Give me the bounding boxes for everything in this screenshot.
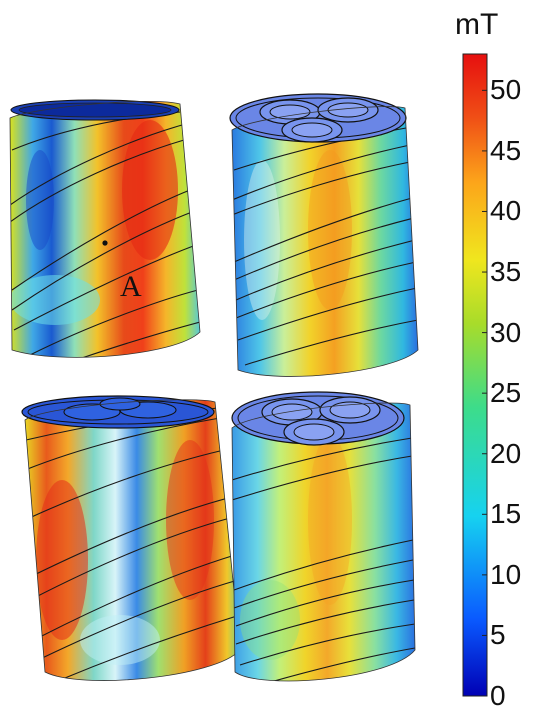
- colorbar-unit-label: mT: [455, 8, 499, 41]
- colorbar-tick-label: 50: [490, 74, 522, 106]
- cylinder-top-right: [229, 93, 419, 377]
- three-core-cross-section: [231, 391, 405, 446]
- colorbar-ticks: [482, 89, 487, 697]
- colorbar-tick-label: 20: [490, 437, 522, 469]
- helical-winding-lines: [25, 407, 240, 681]
- colorbar-tick-label: 5: [490, 619, 506, 651]
- colorbar-tick-label: 30: [490, 316, 522, 348]
- cylinder-top-left: [9, 99, 201, 358]
- colorbar-tick-label: 25: [490, 377, 522, 409]
- point-a-label: A: [120, 270, 142, 303]
- colorbar-tick-label: 10: [490, 558, 522, 590]
- colorbar-tick-label: 35: [490, 256, 522, 288]
- cylinder-surface: [232, 402, 415, 681]
- three-core-cross-section: [229, 93, 407, 143]
- colorbar-tick-label: 40: [490, 195, 522, 227]
- field-hotspots: [10, 120, 178, 325]
- colorbar-gradient: [462, 53, 488, 697]
- colorbar-tick-label: 45: [490, 134, 522, 166]
- colorbar-tick-label: 15: [490, 498, 522, 530]
- three-core-cross-section: [21, 395, 215, 429]
- measurement-point-a: [102, 240, 108, 246]
- cylinder-bottom-right: [231, 391, 416, 682]
- cylinder-bottom-left: [21, 395, 241, 681]
- colorbar-tick-label: 0: [490, 680, 506, 711]
- helical-winding-lines: [232, 437, 415, 681]
- cylinder-surface: [232, 106, 418, 377]
- helical-winding-lines: [232, 127, 418, 366]
- field-hotspots: [36, 440, 214, 665]
- colorbar: [462, 53, 488, 697]
- helical-winding-lines: [10, 111, 200, 358]
- core-3: [99, 397, 141, 411]
